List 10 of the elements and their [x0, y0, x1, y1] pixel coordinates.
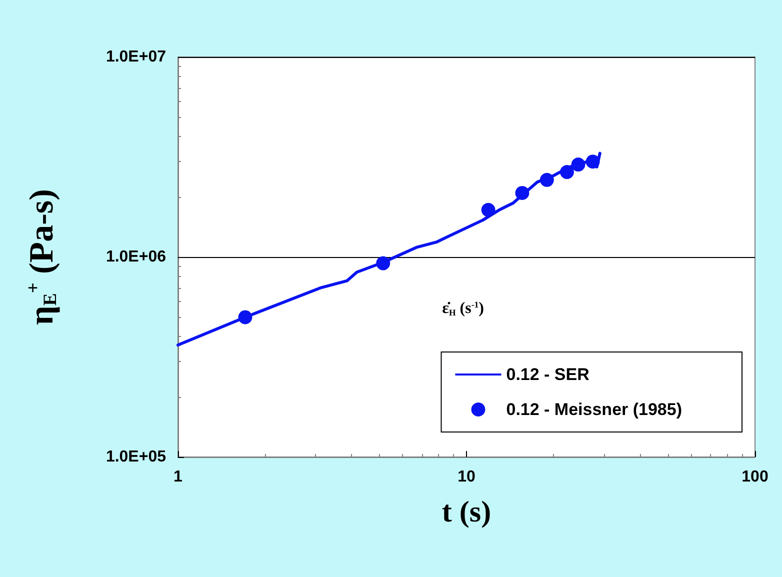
- x-tick-label: 100: [742, 468, 768, 486]
- x-axis-title: t (s): [442, 496, 492, 528]
- x-tick-label: 1: [174, 468, 183, 486]
- legend-label: 0.12 - Meissner (1985): [506, 400, 682, 419]
- y-tick-label: 1.0E+07: [106, 48, 166, 66]
- y-axis-title: ηE+ (Pa-s): [23, 189, 61, 325]
- legend-label: 0.12 - SER: [506, 365, 590, 384]
- y-tick-label: 1.0E+06: [106, 248, 166, 266]
- x-tick-label: 10: [458, 468, 476, 486]
- y-tick-label: 1.0E+05: [106, 448, 166, 466]
